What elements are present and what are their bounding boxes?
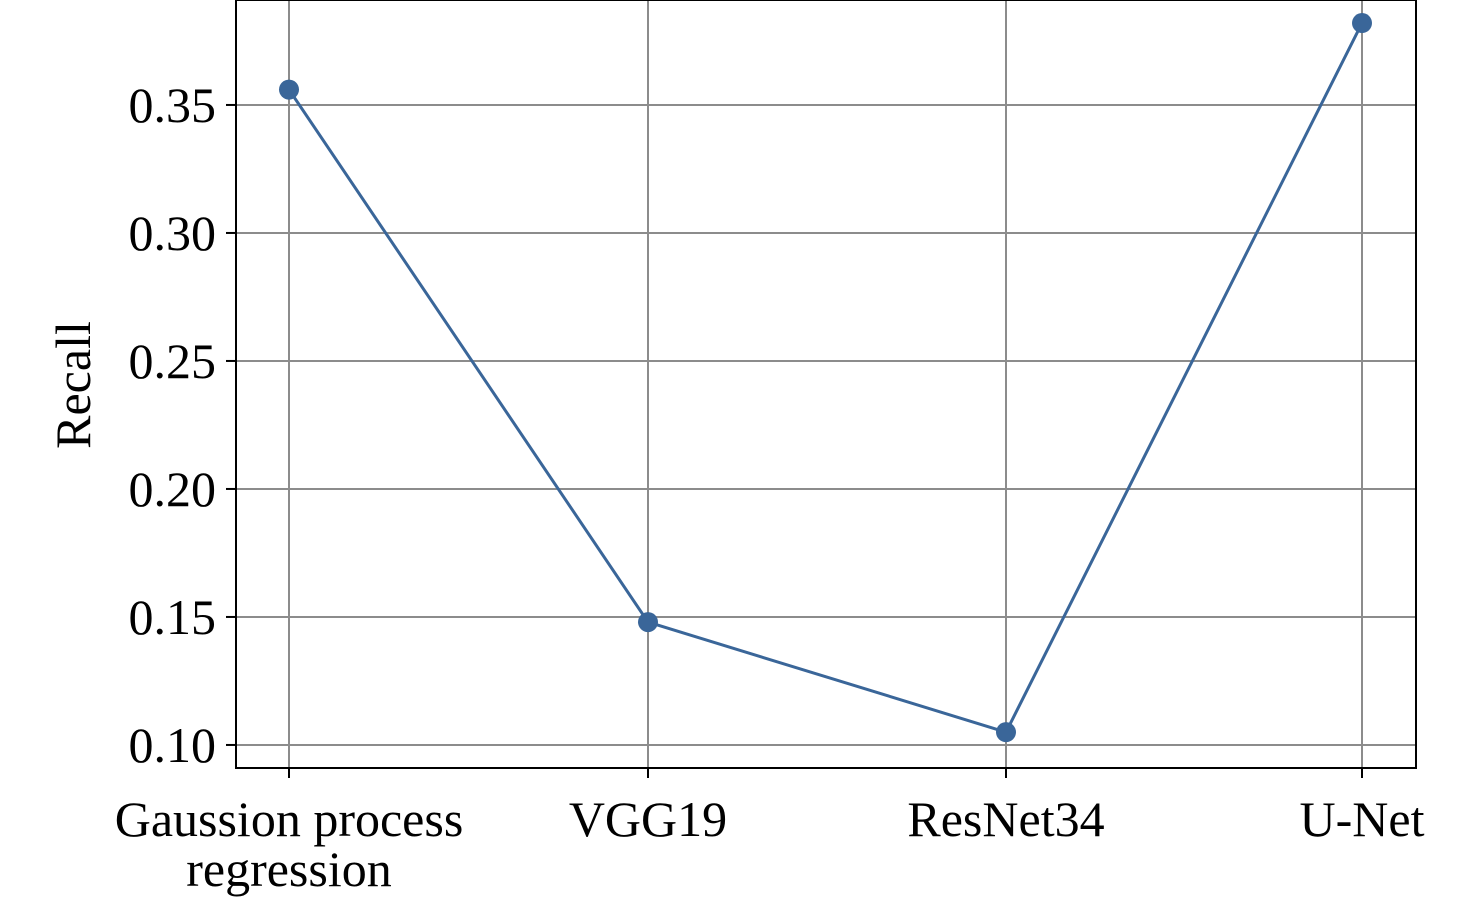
series: [279, 13, 1372, 743]
series-line: [287, 22, 1364, 734]
x-tick-label: U-Net: [1300, 791, 1425, 847]
y-tick-label: 0.30: [129, 205, 217, 261]
y-axis-label: Recall: [45, 321, 101, 449]
data-point: [1352, 13, 1372, 34]
plot-frame: [235, 0, 1417, 769]
x-tick-label: VGG19: [569, 791, 727, 847]
y-tick-label: 0.10: [129, 717, 217, 773]
y-axis: 0.10 0.15 0.20 0.25 0.30 0.35: [129, 77, 236, 773]
x-tick-label: ResNet34: [907, 791, 1104, 847]
x-axis: Gaussion process regression VGG19 ResNet34 U…: [115, 768, 1425, 897]
data-point: [638, 612, 658, 633]
data-point: [279, 79, 299, 100]
y-tick-label: 0.35: [129, 77, 217, 133]
x-tick-label: Gaussion process regression: [115, 791, 464, 897]
grid: [236, 0, 1416, 768]
y-tick-label: 0.15: [129, 589, 217, 645]
y-tick-label: 0.20: [129, 461, 217, 517]
y-tick-label: 0.25: [129, 333, 217, 389]
data-point: [996, 722, 1016, 743]
